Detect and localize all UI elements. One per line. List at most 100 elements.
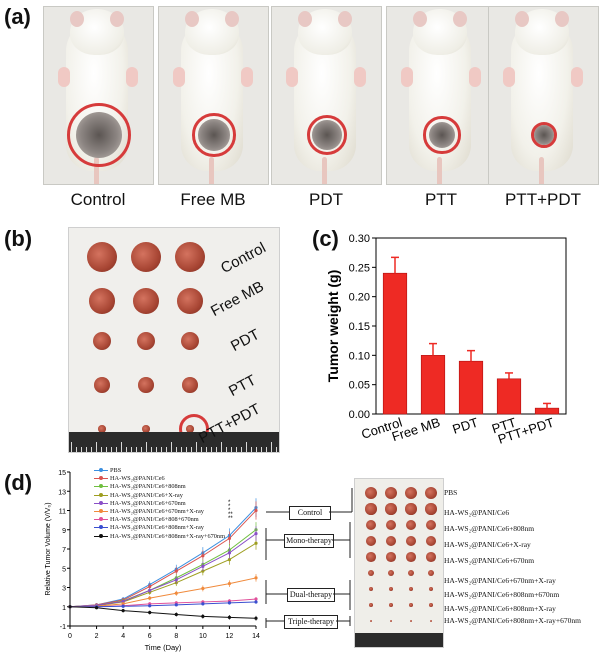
legend-swatch (94, 509, 108, 514)
legend-swatch (94, 533, 108, 538)
ruler-tick (201, 447, 202, 452)
x-axis-label: Time (Day) (145, 643, 182, 652)
excised-tumor (388, 586, 394, 592)
excised-tumor (92, 331, 112, 351)
data-point (94, 606, 99, 610)
legend-entry: HA-WS₂@PANI/Ce6+808nm+X-ray+670nm (94, 533, 225, 541)
mouse-tail (209, 157, 214, 184)
mouse-photo (158, 6, 269, 185)
y-tick-label: 0.05 (349, 380, 370, 392)
x-tick-label: 2 (95, 633, 99, 640)
data-point (174, 612, 178, 617)
legend-entry: HA-WS₂@PANI/Ce6+670nm (94, 500, 186, 508)
significance-mark: * (228, 500, 231, 506)
panel-label-b: (b) (4, 226, 33, 251)
tumor-highlight-circle (67, 103, 131, 167)
y-tick-label: 0.00 (349, 409, 370, 421)
mouse-paw (173, 67, 185, 87)
excised-tumor (386, 552, 396, 562)
legend-label: HA-WS₂@PANI/Ce6 (110, 475, 165, 483)
tumor-highlight-circle (306, 114, 348, 156)
x-tick-label: PTT (490, 415, 518, 437)
group-label: Free MB (180, 190, 246, 209)
excised-tumor (87, 242, 117, 272)
y-tick-label: 13 (58, 489, 66, 496)
bar (458, 360, 484, 415)
data-point (254, 616, 258, 620)
excised-tumor (388, 570, 394, 576)
data-point (227, 601, 232, 605)
legend-label: HA-WS₂@PANI/Ce6+X-ray (110, 491, 183, 499)
ruler-tick (76, 447, 77, 452)
group-box-mono-therapy: Mono-therapy (284, 534, 334, 548)
ruler-tick (146, 442, 147, 452)
ruler-tick (161, 447, 162, 452)
ruler-tick (156, 447, 157, 452)
legend-entry: HA-WS₂@PANI/Ce6+808+670nm (94, 516, 199, 524)
mouse-ear (110, 11, 124, 27)
mouse-tail (539, 157, 544, 184)
ruler-tick (196, 442, 197, 452)
ruler-tick (271, 442, 272, 452)
legend-marker (99, 517, 103, 522)
legend-swatch (94, 525, 108, 530)
ruler-tick (181, 447, 182, 452)
legend-marker (99, 533, 103, 538)
legend-label: HA-WS₂@PANI/Ce6+808nm+X-ray+670nm (110, 532, 225, 540)
data-point (201, 564, 205, 568)
ruler-tick (96, 442, 97, 452)
x-tick-label: 0 (68, 633, 72, 640)
legend-marker (99, 525, 103, 530)
ruler-tick (186, 447, 187, 452)
x-tick-label: 6 (148, 633, 152, 640)
ruler-tick (231, 447, 232, 452)
group-label: Control (70, 190, 126, 209)
excised-tumor (365, 503, 377, 515)
excised-tumor (369, 603, 373, 607)
excised-tumor (409, 619, 413, 623)
mouse-ear (185, 11, 199, 27)
legend-label: HA-WS₂@PANI/Ce6+808nm+X-ray (110, 524, 204, 532)
excised-tumor (406, 536, 416, 546)
data-point (201, 614, 205, 618)
ruler-tick (256, 447, 257, 452)
data-point (121, 599, 125, 604)
excised-tumor (389, 619, 393, 623)
photo-row-label: HA-WS₂@PANI/Ce6+808nm (444, 524, 535, 533)
panel-d-tumor-photo (354, 478, 444, 648)
legend-label: HA-WS₂@PANI/Ce6+670nm+X-ray (110, 508, 204, 515)
ruler-tick (121, 442, 122, 452)
panel-label-c: (c) (312, 226, 339, 251)
excised-tumor (182, 377, 198, 393)
bar (496, 378, 522, 415)
mouse-tail (437, 157, 442, 184)
group-label: PTT+PDT (504, 190, 582, 209)
excised-tumor (405, 487, 417, 499)
series-line (69, 533, 257, 608)
excised-tumor (131, 242, 161, 272)
bar (420, 355, 446, 415)
data-point (227, 582, 232, 586)
excised-tumor (408, 570, 414, 576)
y-tick-label: 3 (62, 586, 66, 593)
ruler-tick (246, 442, 247, 452)
y-axis-label: Relative Tumor Volume (V/V₀) (45, 502, 52, 595)
mouse-paw (571, 67, 583, 87)
tumor-highlight-circle (530, 121, 558, 149)
data-point (201, 554, 205, 558)
excised-tumor (175, 242, 205, 272)
group-label: PTT (424, 190, 458, 209)
data-point (227, 615, 232, 619)
legend-marker (99, 468, 103, 473)
group-box-triple-therapy: Triple-therapy (284, 615, 338, 629)
ruler-tick (226, 447, 227, 452)
legend-marker (99, 476, 103, 481)
series-line (70, 601, 257, 608)
legend-swatch (94, 484, 108, 489)
photo-row-label: HA-WS₂@PANI/Ce6+808nm+670nm (444, 590, 560, 599)
group-label: PDT (309, 190, 343, 209)
ruler-tick (251, 447, 252, 452)
excised-tumor (428, 570, 434, 576)
excised-tumor (386, 536, 396, 546)
